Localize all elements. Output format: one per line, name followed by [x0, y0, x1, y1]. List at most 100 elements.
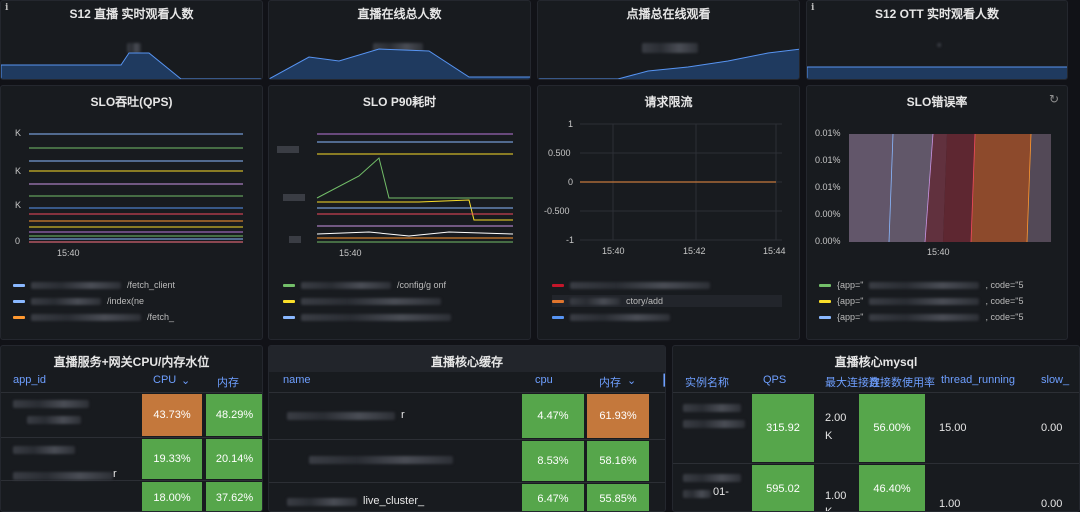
- legend-item[interactable]: /fetch_: [13, 311, 174, 323]
- legend-redacted: [570, 297, 620, 305]
- column-header-cpu[interactable]: cpu: [535, 374, 553, 386]
- panel-rate-limit[interactable]: 请求限流 1 0.500 0 -0.500 -1 15:40 15:42 15:…: [537, 85, 800, 340]
- panel-title: 直播在线总人数: [357, 7, 442, 21]
- max-conn-unit: K: [825, 430, 833, 442]
- series-area: [925, 134, 947, 242]
- max-conn-unit: K: [825, 506, 833, 512]
- instance-redacted: [683, 490, 711, 498]
- legend-label: , code="5: [985, 312, 1024, 322]
- column-header-mem[interactable]: 内存: [599, 377, 621, 389]
- stat-panel-live-online[interactable]: 直播在线总人数: [268, 0, 531, 80]
- legend-swatch: [819, 283, 831, 287]
- thread-running-value: 15.00: [939, 422, 967, 434]
- panel-core-cache[interactable]: 直播核心缓存 name cpu 内存 ⌄ ┃ r 4.47% 61.93% 8.…: [268, 345, 666, 512]
- p90-chart: 15:40: [277, 133, 514, 258]
- column-header-instance[interactable]: 实例名称: [685, 377, 729, 389]
- cpu-cell: 8.53%: [522, 441, 584, 481]
- legend-item[interactable]: [552, 311, 670, 323]
- y-tick-redacted: [283, 194, 305, 201]
- column-header-cpu[interactable]: CPU: [153, 374, 177, 386]
- stat-value-redacted: [937, 43, 941, 47]
- legend-redacted: [301, 297, 441, 305]
- sparkline: [807, 66, 1067, 79]
- chevron-down-icon[interactable]: ⌄: [627, 375, 637, 387]
- column-header-qps[interactable]: QPS: [763, 374, 787, 386]
- panel-slo-p90[interactable]: SLO P90耗时 15:40 /config/g onf: [268, 85, 531, 340]
- column-header-slow[interactable]: slow_: [1041, 374, 1070, 386]
- refresh-icon[interactable]: ↻: [1048, 92, 1059, 106]
- column-header-name[interactable]: name: [283, 374, 311, 386]
- legend-swatch: [552, 315, 564, 319]
- cpu-cell: 4.47%: [522, 394, 584, 438]
- legend-swatch: [283, 315, 295, 319]
- panel-title: S12 OTT 实时观看人数: [874, 7, 999, 21]
- legend-item[interactable]: /config/g onf: [283, 279, 446, 291]
- legend-item[interactable]: {app=" , code="5: [819, 279, 1023, 291]
- panel-slo-error-rate[interactable]: SLO错误率 ↻ 0.01% 0.01% 0.01% 0.00% 0.00% 1…: [806, 85, 1068, 340]
- legend-swatch: [283, 299, 295, 303]
- cpu-cell: 18.00%: [142, 482, 202, 511]
- legend-redacted: [301, 313, 451, 321]
- column-header-thread-running[interactable]: thread_running: [941, 374, 1016, 386]
- column-header-mem[interactable]: 内存: [217, 377, 239, 389]
- legend-label: ctory/add: [626, 296, 664, 306]
- legend-label: {app=": [837, 280, 864, 290]
- legend-redacted: [570, 313, 670, 321]
- legend-label: /fetch_client: [127, 280, 176, 290]
- y-tick: -1: [566, 235, 574, 245]
- legend: /config/g onf: [283, 279, 523, 329]
- name-redacted: [287, 412, 395, 420]
- legend: /fetch_client /index(ne /fetch_: [13, 279, 253, 329]
- stat-panel-vod-online[interactable]: 点播总在线观看: [537, 0, 800, 80]
- info-icon[interactable]: i: [5, 3, 9, 13]
- legend-item[interactable]: ctory/add: [552, 295, 782, 307]
- info-icon[interactable]: i: [811, 3, 815, 13]
- column-header-conn-usage[interactable]: 连接数使用率: [869, 377, 935, 389]
- stat-panel-s12-live[interactable]: i S12 直播 实时观看人数: [0, 0, 263, 80]
- legend-item[interactable]: /fetch_client: [13, 279, 175, 291]
- mem-cell: 37.62%: [206, 482, 262, 511]
- column-header-app-id[interactable]: app_id: [13, 374, 47, 386]
- stat-panel-s12-ott[interactable]: i S12 OTT 实时观看人数: [806, 0, 1068, 80]
- legend-item[interactable]: [283, 311, 451, 323]
- mem-cell: 20.14%: [206, 439, 262, 479]
- legend-item[interactable]: {app=" , code="5: [819, 311, 1023, 323]
- legend-label: /fetch_: [147, 312, 175, 322]
- slow-value: 0.00: [1041, 422, 1063, 434]
- legend-item[interactable]: [283, 295, 441, 307]
- panel-title: SLO吞吐(QPS): [90, 95, 173, 109]
- table-header: name cpu 内存 ⌄ ┃: [269, 374, 665, 392]
- legend: ctory/add: [552, 279, 792, 329]
- x-tick: 15:40: [339, 248, 362, 258]
- instance-redacted: [683, 474, 741, 482]
- column-header-overflow: ┃: [661, 374, 665, 387]
- legend-item[interactable]: /index(ne: [13, 295, 144, 307]
- thread-running-value: 1.00: [939, 498, 961, 510]
- legend-redacted: [31, 281, 121, 289]
- x-tick: 15:40: [927, 247, 950, 257]
- y-tick: K: [15, 200, 21, 210]
- qps-chart: K K K 0 15:40: [15, 128, 243, 258]
- app-id-redacted: [13, 472, 113, 480]
- chevron-down-icon[interactable]: ⌄: [181, 375, 191, 387]
- y-tick: 1: [568, 119, 573, 129]
- y-tick: 0.01%: [815, 182, 841, 192]
- panel-title: 直播核心缓存: [430, 355, 503, 369]
- legend-swatch: [819, 299, 831, 303]
- column-header-max-conn[interactable]: 最大连接数: [825, 377, 880, 389]
- legend-item[interactable]: {app=" , code="5: [819, 295, 1023, 307]
- name: r: [401, 409, 405, 421]
- y-tick: 0: [568, 177, 573, 187]
- name-redacted: [309, 456, 453, 464]
- panel-slo-qps[interactable]: SLO吞吐(QPS) K K K 0 15:40 /fetch_client /…: [0, 85, 263, 340]
- y-tick-redacted: [277, 146, 299, 153]
- conn-usage-cell: 56.00%: [859, 394, 925, 462]
- cpu-cell: 43.73%: [142, 394, 202, 436]
- legend-label: , code="5: [985, 280, 1024, 290]
- panel-core-mysql[interactable]: 直播核心mysql 实例名称 QPS 最大连接数 连接数使用率 thread_r…: [672, 345, 1080, 512]
- panel-gw-cpu-mem[interactable]: 直播服务+网关CPU/内存水位 app_id CPU ⌄ 内存 43.73% 4…: [0, 345, 263, 512]
- qps-cell: 595.02: [752, 465, 814, 511]
- legend-swatch: [552, 299, 564, 303]
- panel-title: 点播总在线观看: [626, 7, 711, 21]
- legend-item[interactable]: [552, 279, 710, 291]
